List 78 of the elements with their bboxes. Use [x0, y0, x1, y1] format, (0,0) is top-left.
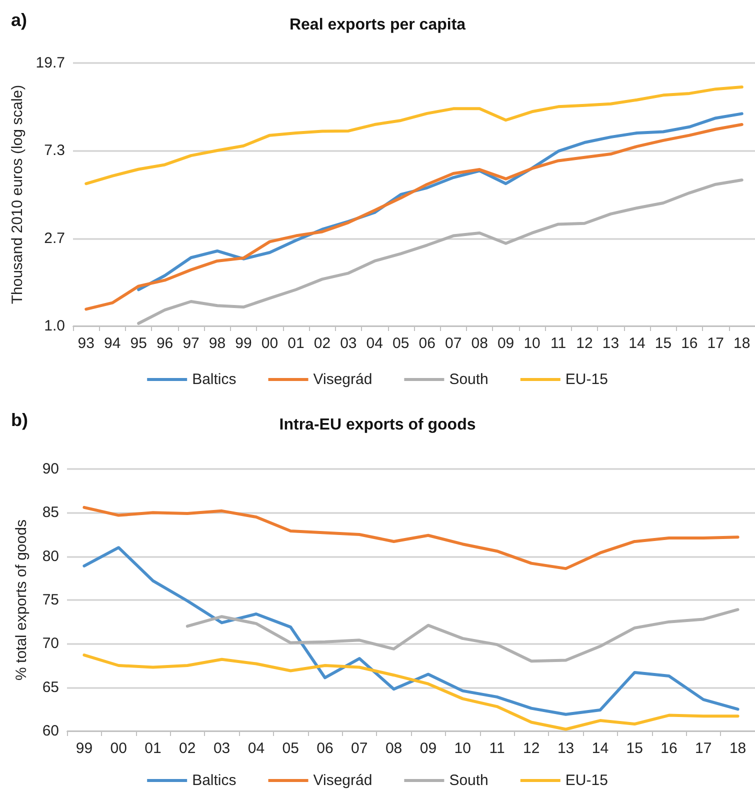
legend-label: Visegrád: [313, 371, 372, 388]
chart-title: Intra-EU exports of goods: [279, 416, 476, 434]
line-series: [84, 123, 744, 311]
legend-label: Baltics: [192, 772, 236, 789]
y-axis-title: Thousand 2010 euros (log scale): [8, 84, 26, 304]
legend-label: Baltics: [192, 371, 236, 388]
x-tick-label: 05: [392, 335, 410, 352]
x-tick-label: 17: [695, 740, 712, 757]
x-tick-label: 07: [351, 740, 368, 757]
x-tick-label: 06: [316, 740, 334, 757]
line-series: [82, 546, 740, 716]
x-tick-label: 00: [261, 335, 278, 352]
x-tick-label: 07: [445, 335, 462, 352]
x-tick-label: 14: [628, 335, 646, 352]
y-tick-label: 19.7: [36, 54, 65, 72]
x-tick-label: 10: [524, 335, 540, 352]
line-series: [82, 506, 740, 570]
legend-label: Visegrád: [313, 772, 372, 789]
y-tick-label: 75: [42, 592, 59, 608]
chart-title: Real exports per capita: [289, 16, 466, 34]
line-series: [82, 654, 740, 731]
x-tick-label: 99: [76, 740, 93, 757]
y-tick-label: 85: [42, 504, 59, 522]
y-tick-label: 90: [42, 460, 59, 478]
legend-label: South: [449, 772, 488, 789]
x-tick-label: 01: [144, 740, 162, 757]
x-tick-label: 02: [179, 740, 196, 757]
x-tick-label: 04: [248, 740, 265, 757]
x-tick-label: 00: [110, 740, 127, 757]
y-tick-label: 60: [42, 722, 59, 740]
x-tick-label: 99: [235, 335, 252, 352]
x-tick-label: 13: [557, 740, 574, 757]
text: a): [11, 10, 28, 30]
x-tick-label: 11: [489, 740, 505, 757]
x-tick-label: 96: [156, 335, 174, 352]
line-series: [84, 86, 744, 186]
y-tick-label: 1.0: [44, 318, 65, 334]
x-tick-label: 08: [471, 335, 488, 352]
y-tick-label: 7.3: [44, 142, 65, 160]
x-tick-label: 01: [288, 335, 304, 352]
x-tick-label: 15: [626, 740, 643, 757]
legend-label: EU-15: [565, 371, 608, 388]
x-tick-label: 16: [681, 335, 698, 352]
x-tick-label: 16: [660, 740, 678, 757]
y-tick-label: 80: [42, 548, 59, 565]
x-tick-label: 14: [592, 740, 609, 757]
x-tick-label: 03: [213, 740, 230, 757]
y-tick-label: 2.7: [44, 230, 65, 247]
x-tick-label: 09: [420, 740, 437, 757]
x-tick-label: 11: [550, 335, 566, 352]
x-tick-label: 98: [208, 335, 226, 352]
x-tick-label: 12: [576, 335, 593, 352]
x-tick-label: 04: [366, 335, 383, 352]
x-tick-label: 15: [654, 335, 672, 352]
x-tick-label: 18: [729, 740, 746, 757]
x-tick-label: 08: [385, 740, 402, 757]
y-tick-label: 65: [42, 678, 59, 696]
x-tick-label: 17: [707, 335, 724, 352]
y-axis-title: % total exports of goods: [13, 520, 30, 680]
legend-label: EU-15: [565, 772, 608, 789]
line-series: [137, 178, 744, 325]
x-tick-label: 12: [523, 740, 540, 757]
x-tick-label: 94: [104, 335, 121, 352]
x-tick-label: 02: [314, 335, 331, 352]
x-tick-label: 03: [340, 335, 357, 352]
legend-label: South: [449, 371, 488, 388]
x-tick-label: 95: [130, 335, 147, 352]
x-tick-label: 97: [182, 335, 200, 352]
text: b): [11, 410, 28, 430]
x-tick-label: 93: [78, 335, 94, 352]
x-tick-label: 09: [497, 335, 514, 352]
x-tick-label: 06: [418, 335, 436, 352]
x-tick-label: 18: [734, 335, 750, 352]
y-tick-label: 70: [42, 635, 59, 652]
x-tick-label: 13: [602, 335, 620, 352]
line-series: [186, 608, 740, 663]
x-tick-label: 05: [282, 740, 299, 757]
x-tick-label: 10: [454, 740, 471, 757]
